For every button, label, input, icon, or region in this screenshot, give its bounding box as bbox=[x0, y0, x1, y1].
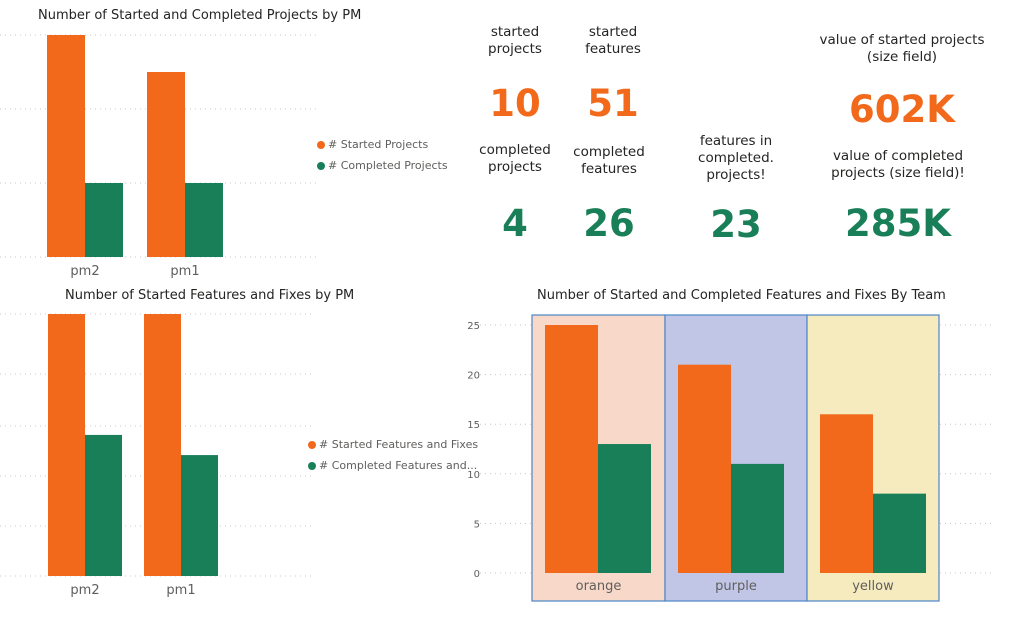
kpi-completed-value-value: 285K bbox=[845, 202, 951, 245]
bar-completed-pm1 bbox=[181, 455, 218, 576]
x-tick-label: purple bbox=[715, 579, 757, 594]
kpi-started-value-label: value of started projects (size field) bbox=[819, 32, 985, 65]
chart2-plot: pm2 pm1 bbox=[0, 313, 312, 598]
y-tick-label: 5 bbox=[474, 519, 480, 530]
x-tick-label: pm2 bbox=[70, 264, 99, 279]
y-tick-label: 20 bbox=[467, 371, 480, 382]
y-tick-label: 0 bbox=[474, 569, 480, 580]
x-tick-label: pm1 bbox=[166, 583, 195, 598]
legend-label: # Completed Features and... bbox=[319, 459, 478, 472]
kpi-features-in-completed-value: 23 bbox=[710, 203, 762, 246]
chart3-plot: 0 5 10 15 20 25 orange purple yellow bbox=[467, 314, 992, 602]
kpi-started-features-value: 51 bbox=[587, 82, 639, 125]
bar-started-pm1 bbox=[147, 72, 185, 257]
x-tick-label: pm1 bbox=[170, 264, 199, 279]
kpi-completed-features-value: 26 bbox=[583, 202, 635, 245]
bar-completed-orange bbox=[598, 444, 651, 573]
legend-label: # Started Projects bbox=[328, 138, 429, 151]
legend-dot-completed bbox=[317, 161, 325, 170]
x-tick-label: pm2 bbox=[70, 583, 99, 598]
kpi-started-projects-value: 10 bbox=[489, 82, 541, 125]
legend-dot-completed bbox=[308, 461, 316, 470]
bar-started-purple bbox=[678, 364, 731, 573]
kpi-completed-features-label: completed features bbox=[573, 144, 645, 177]
bar-started-yellow bbox=[820, 414, 873, 573]
legend-label: # Started Features and Fixes bbox=[319, 438, 479, 451]
x-tick-label: orange bbox=[576, 579, 622, 594]
legend-item-started-projects[interactable]: # Started Projects bbox=[317, 134, 448, 155]
bar-completed-pm2 bbox=[85, 434, 122, 576]
legend-item-completed-projects[interactable]: # Completed Projects bbox=[317, 155, 448, 176]
chart1-title: Number of Started and Completed Projects… bbox=[38, 8, 362, 23]
y-tick-label: 15 bbox=[467, 420, 480, 431]
kpi-features-in-completed-label: features in completed. projects! bbox=[698, 133, 774, 183]
bar-completed-pm1 bbox=[185, 183, 223, 257]
x-tick-label: yellow bbox=[852, 579, 894, 594]
chart2-title: Number of Started Features and Fixes by … bbox=[65, 288, 355, 303]
kpi-started-value-value: 602K bbox=[849, 88, 955, 131]
kpi-started-features-label: started features bbox=[585, 24, 641, 57]
bar-completed-purple bbox=[731, 463, 784, 573]
kpi-completed-value-label: value of completed projects (size field)… bbox=[831, 148, 965, 181]
legend-item-completed-features[interactable]: # Completed Features and... bbox=[308, 455, 478, 476]
chart1-plot: pm2 pm1 bbox=[0, 34, 318, 279]
y-tick-label: 10 bbox=[467, 470, 480, 481]
kpi-started-projects-label: started projects bbox=[488, 24, 542, 57]
bar-completed-yellow bbox=[873, 493, 926, 573]
bar-started-pm1 bbox=[144, 314, 181, 576]
legend-item-started-features[interactable]: # Started Features and Fixes bbox=[308, 434, 478, 455]
kpi-completed-projects-label: completed projects bbox=[479, 142, 551, 175]
legend-label: # Completed Projects bbox=[328, 159, 448, 172]
bar-started-pm2 bbox=[47, 35, 85, 257]
y-tick-label: 25 bbox=[467, 321, 480, 332]
bar-started-pm2 bbox=[48, 314, 85, 576]
legend-dot-started bbox=[308, 440, 316, 449]
bar-completed-pm2 bbox=[85, 183, 123, 257]
chart1-legend: # Started Projects # Completed Projects bbox=[317, 134, 448, 176]
bar-started-orange bbox=[545, 325, 598, 573]
kpi-completed-projects-value: 4 bbox=[502, 202, 528, 245]
chart2-legend: # Started Features and Fixes # Completed… bbox=[308, 434, 478, 476]
chart3-title: Number of Started and Completed Features… bbox=[537, 288, 946, 303]
legend-dot-started bbox=[317, 140, 325, 149]
